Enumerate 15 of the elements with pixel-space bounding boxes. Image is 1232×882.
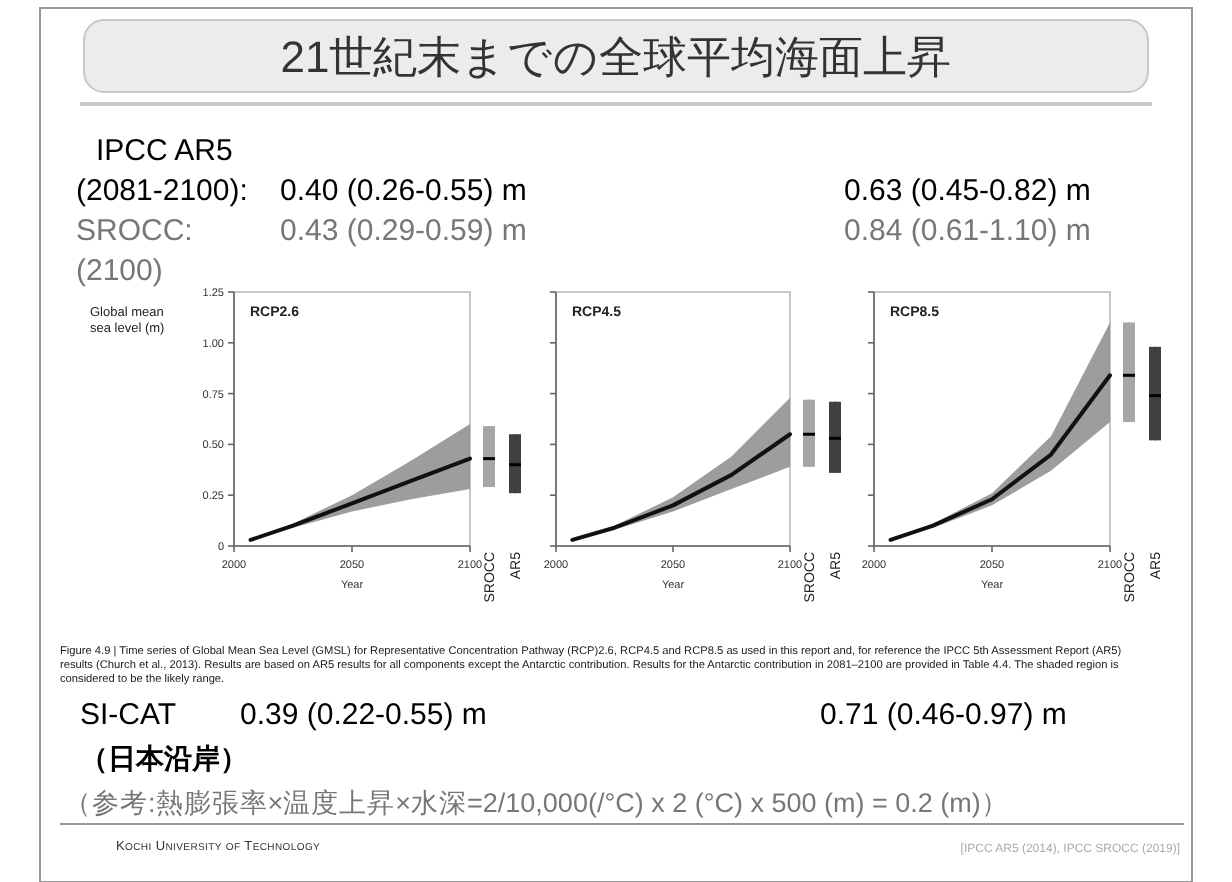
line-series (248, 456, 472, 542)
text: 0.43 (0.29-0.59) m (280, 214, 527, 249)
text: 0.40 (0.26-0.55) m (280, 174, 527, 209)
text: 0.63 (0.45-0.82) m (844, 174, 1091, 209)
text: IPCC AR5 (96, 134, 233, 169)
text: 0.71 (0.46-0.97) m (820, 698, 1067, 733)
text: (2081-2100): (76, 174, 248, 209)
text: （参考:熱膨張率×温度上昇×水深=2/10,000(/°C) x 2 (°C) x 500 (m) = 0.2 (m)） (64, 788, 1009, 820)
text: 0.39 (0.22-0.55) m (240, 698, 487, 733)
text: （日本沿岸） (80, 742, 248, 775)
text: SROCC: (76, 214, 193, 249)
text: 0.84 (0.61-1.10) m (844, 214, 1091, 249)
text: (2100) (76, 254, 163, 289)
text: SI-CAT (80, 698, 177, 733)
text: 21世紀末までの全球平均海面上昇 (280, 32, 952, 82)
